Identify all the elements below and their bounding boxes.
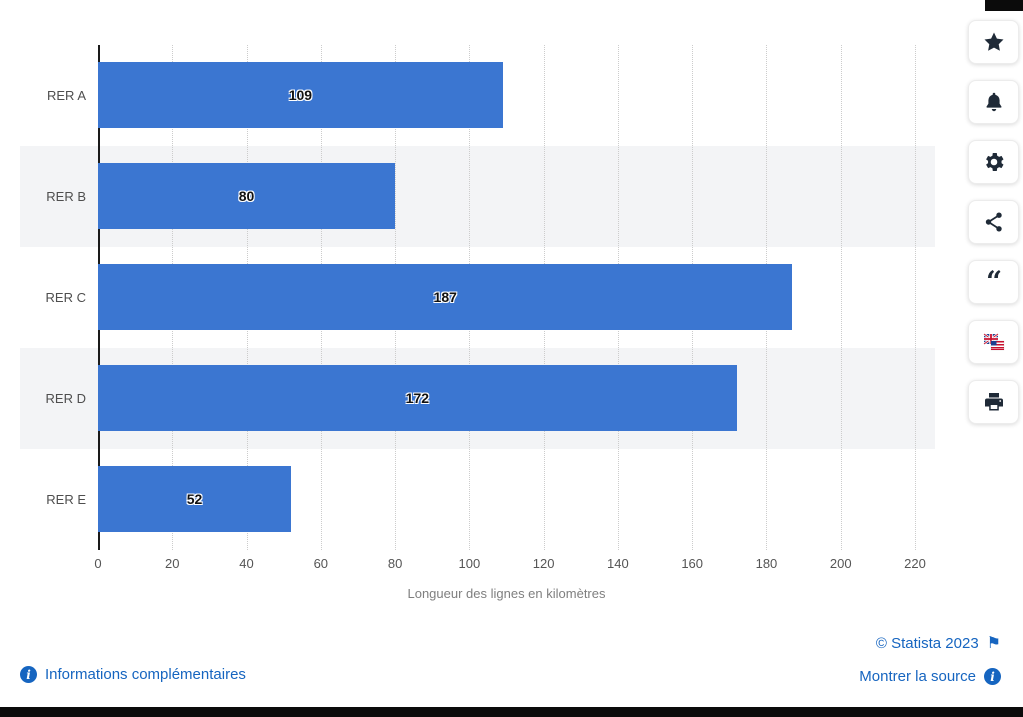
x-tick-label: 100 bbox=[458, 556, 481, 571]
star-icon bbox=[982, 30, 1006, 54]
x-tick-label: 140 bbox=[607, 556, 629, 571]
category-label: RER C bbox=[45, 290, 86, 305]
more-information-link[interactable]: i Informations complémentaires bbox=[20, 666, 246, 683]
settings-button[interactable] bbox=[968, 140, 1019, 184]
x-tick-label: 160 bbox=[681, 556, 704, 571]
show-source-link[interactable]: Montrer la source i bbox=[859, 668, 1001, 685]
action-toolbar: “ bbox=[968, 20, 1019, 424]
quote-icon: “ bbox=[982, 270, 1006, 294]
print-button[interactable] bbox=[968, 380, 1019, 424]
chart-row: RER C 187 bbox=[20, 247, 935, 348]
bar: 109 bbox=[98, 62, 503, 128]
window-edge-top-right bbox=[985, 0, 1023, 11]
bar-value-label: 52 bbox=[186, 491, 203, 507]
bar-value-label: 109 bbox=[288, 87, 313, 103]
bar-value-label: 80 bbox=[238, 188, 255, 204]
gear-icon bbox=[982, 150, 1006, 174]
x-axis-title: Longueur des lignes en kilomètres bbox=[407, 586, 606, 601]
bar-value-label: 172 bbox=[405, 390, 430, 406]
row-plot: 172 bbox=[98, 348, 935, 449]
printer-icon bbox=[982, 390, 1006, 414]
x-axis-ticks: 0 20 40 60 80 100 120 140 160 180 200 220 bbox=[94, 556, 925, 578]
citation-button[interactable]: “ bbox=[968, 260, 1019, 304]
bar: 52 bbox=[98, 466, 292, 532]
category-label: RER A bbox=[46, 88, 86, 103]
window-edge-bottom bbox=[0, 707, 1023, 717]
bar: 80 bbox=[98, 163, 396, 229]
statista-copyright[interactable]: © Statista 2023 ⚑ bbox=[876, 635, 1001, 652]
chart-row: RER E 52 bbox=[20, 449, 935, 550]
more-information-label: Informations complémentaires bbox=[45, 666, 246, 683]
bar: 187 bbox=[98, 264, 793, 330]
category-label: RER D bbox=[45, 391, 86, 406]
x-tick-label: 200 bbox=[829, 556, 852, 571]
x-tick-label: 220 bbox=[904, 556, 926, 571]
row-plot: 52 bbox=[98, 449, 935, 550]
show-source-label: Montrer la source bbox=[859, 668, 976, 685]
x-tick-label: 0 bbox=[94, 556, 102, 571]
row-plot: 109 bbox=[98, 45, 935, 146]
x-tick-label: 120 bbox=[532, 556, 555, 571]
share-button[interactable] bbox=[968, 200, 1019, 244]
chart-row: RER D 172 bbox=[20, 348, 935, 449]
info-icon: i bbox=[20, 666, 37, 683]
bar: 172 bbox=[98, 365, 737, 431]
chart-rows: RER A 109 RER B 80 RER C 187 RER D 172 RER E 52 bbox=[20, 45, 935, 550]
info-icon: i bbox=[984, 668, 1001, 685]
x-tick-label: 180 bbox=[755, 556, 778, 571]
bar-chart: RER A 109 RER B 80 RER C 187 RER D 172 RER E 52 0… bbox=[20, 20, 935, 601]
x-tick-label: 60 bbox=[313, 556, 329, 571]
chart-row: RER A 109 bbox=[20, 45, 935, 146]
x-tick-label: 20 bbox=[165, 556, 180, 571]
copyright-label: © Statista 2023 bbox=[875, 635, 979, 652]
svg-text:“: “ bbox=[985, 270, 1001, 294]
row-plot: 80 bbox=[98, 146, 935, 247]
flag-icon: ⚑ bbox=[986, 634, 1001, 652]
chart-row: RER B 80 bbox=[20, 146, 935, 247]
bell-icon bbox=[982, 90, 1006, 114]
x-tick-label: 80 bbox=[387, 556, 403, 571]
flags-icon bbox=[982, 330, 1006, 354]
category-label: RER E bbox=[46, 492, 86, 507]
share-icon bbox=[982, 210, 1006, 234]
x-tick-label: 40 bbox=[239, 556, 254, 571]
language-button[interactable] bbox=[968, 320, 1019, 364]
category-label: RER B bbox=[46, 189, 86, 204]
row-plot: 187 bbox=[98, 247, 935, 348]
favorite-button[interactable] bbox=[968, 20, 1019, 64]
bar-value-label: 187 bbox=[433, 289, 457, 305]
notifications-button[interactable] bbox=[968, 80, 1019, 124]
